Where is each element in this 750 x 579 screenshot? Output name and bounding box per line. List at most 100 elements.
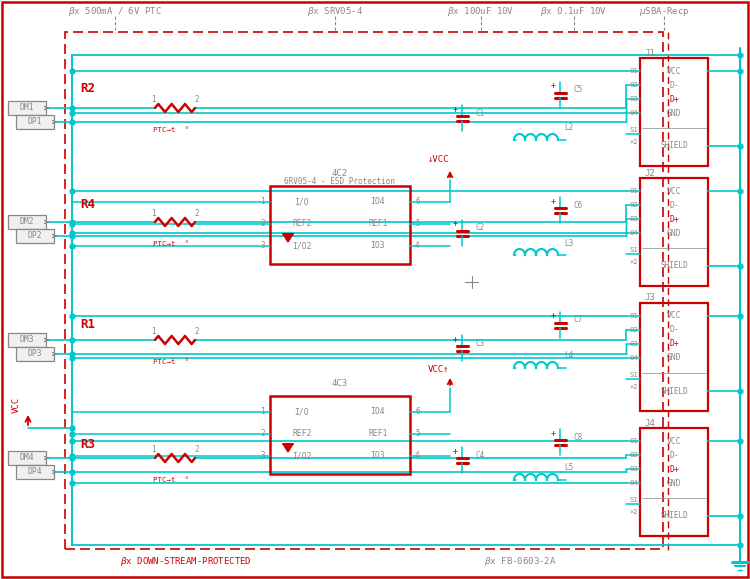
Text: L3: L3 xyxy=(564,239,573,247)
Text: GND: GND xyxy=(667,108,681,118)
Text: +: + xyxy=(550,428,556,438)
Text: 1: 1 xyxy=(151,328,155,336)
Text: REF1: REF1 xyxy=(368,430,388,438)
Text: 01: 01 xyxy=(629,438,638,444)
Bar xyxy=(8,215,46,229)
Text: I/O: I/O xyxy=(295,408,309,416)
Text: D+: D+ xyxy=(669,339,679,349)
Text: I/O2: I/O2 xyxy=(292,241,312,251)
Text: +: + xyxy=(452,446,458,456)
Text: 03: 03 xyxy=(629,96,638,102)
Text: DP3: DP3 xyxy=(28,350,42,358)
Text: DP2: DP2 xyxy=(28,232,42,240)
Text: D-: D- xyxy=(669,80,679,90)
Bar xyxy=(8,333,46,347)
Bar xyxy=(65,32,663,549)
Text: S1: S1 xyxy=(629,127,638,133)
Text: SHIELD: SHIELD xyxy=(660,387,688,395)
Text: C3: C3 xyxy=(476,339,485,347)
Text: GND: GND xyxy=(667,229,681,237)
Text: 3: 3 xyxy=(260,452,265,460)
Text: SHIELD: SHIELD xyxy=(660,511,688,521)
Text: D-: D- xyxy=(669,200,679,210)
Text: VCC: VCC xyxy=(667,67,681,75)
Text: 3: 3 xyxy=(260,241,265,251)
Text: PTC→t  °: PTC→t ° xyxy=(153,477,189,483)
Text: VCC: VCC xyxy=(667,186,681,196)
Text: 04: 04 xyxy=(629,110,638,116)
Text: 1: 1 xyxy=(260,408,265,416)
Text: DP1: DP1 xyxy=(28,118,42,126)
Text: 2: 2 xyxy=(260,219,265,229)
Text: REF2: REF2 xyxy=(292,430,312,438)
Text: C7: C7 xyxy=(574,316,584,324)
Text: REF1: REF1 xyxy=(368,219,388,229)
Text: 2: 2 xyxy=(260,430,265,438)
Text: PTC→t  °: PTC→t ° xyxy=(153,241,189,247)
Text: +: + xyxy=(452,335,458,343)
Text: $\beta$x 0.1uF 10V: $\beta$x 0.1uF 10V xyxy=(541,5,608,17)
Text: D+: D+ xyxy=(669,214,679,223)
Text: L4: L4 xyxy=(564,351,573,361)
Text: ↓VCC: ↓VCC xyxy=(427,156,448,164)
Text: 4: 4 xyxy=(415,241,420,251)
Text: VCC↑: VCC↑ xyxy=(427,365,448,375)
Text: 01: 01 xyxy=(629,68,638,74)
Text: 5: 5 xyxy=(415,430,420,438)
Text: L2: L2 xyxy=(564,123,573,133)
Text: J1: J1 xyxy=(644,49,655,57)
Text: C6: C6 xyxy=(574,200,584,210)
Text: 1: 1 xyxy=(260,197,265,207)
Text: 03: 03 xyxy=(629,466,638,472)
Bar xyxy=(16,347,54,361)
Text: C5: C5 xyxy=(574,86,584,94)
Text: DM3: DM3 xyxy=(20,335,34,345)
Text: R2: R2 xyxy=(80,82,95,94)
Text: SHIELD: SHIELD xyxy=(660,262,688,270)
Text: 03: 03 xyxy=(629,216,638,222)
Text: I/O2: I/O2 xyxy=(292,452,312,460)
Text: PTC→t  °: PTC→t ° xyxy=(153,127,189,133)
Text: C2: C2 xyxy=(476,223,485,233)
Text: $\beta$x FB-0603-2A: $\beta$x FB-0603-2A xyxy=(484,555,556,567)
Text: 4C3: 4C3 xyxy=(332,379,348,387)
Text: +: + xyxy=(452,104,458,113)
Text: VCC: VCC xyxy=(11,397,20,413)
Text: 6: 6 xyxy=(415,408,420,416)
Text: 2: 2 xyxy=(195,210,200,218)
Text: IO4: IO4 xyxy=(370,408,386,416)
Text: GND: GND xyxy=(667,478,681,488)
Text: IO3: IO3 xyxy=(370,241,386,251)
Bar xyxy=(8,101,46,115)
Bar xyxy=(8,451,46,465)
Text: $\beta$x SRV05-4: $\beta$x SRV05-4 xyxy=(307,5,363,17)
Bar xyxy=(640,428,708,536)
Bar xyxy=(640,178,708,286)
Text: 4: 4 xyxy=(415,452,420,460)
Text: 02: 02 xyxy=(629,452,638,458)
Text: 1: 1 xyxy=(151,210,155,218)
Text: I/O: I/O xyxy=(295,197,309,207)
Text: DP4: DP4 xyxy=(28,467,42,477)
Text: GND: GND xyxy=(667,354,681,362)
Text: 1: 1 xyxy=(151,445,155,455)
Text: 04: 04 xyxy=(629,480,638,486)
Text: ×2: ×2 xyxy=(629,139,638,145)
Text: J4: J4 xyxy=(644,419,655,427)
Bar xyxy=(640,303,708,411)
Bar xyxy=(640,58,708,166)
Text: 01: 01 xyxy=(629,313,638,319)
Text: C4: C4 xyxy=(476,450,485,460)
Polygon shape xyxy=(283,234,293,242)
Text: 04: 04 xyxy=(629,355,638,361)
Text: S1: S1 xyxy=(629,372,638,378)
Bar xyxy=(270,186,410,264)
Text: +: + xyxy=(550,196,556,206)
Text: D+: D+ xyxy=(669,464,679,474)
Text: 1: 1 xyxy=(151,96,155,104)
Text: ×2: ×2 xyxy=(629,509,638,515)
Text: J3: J3 xyxy=(644,294,655,302)
Text: C8: C8 xyxy=(574,433,584,442)
Text: 01: 01 xyxy=(629,188,638,194)
Text: 6: 6 xyxy=(415,197,420,207)
